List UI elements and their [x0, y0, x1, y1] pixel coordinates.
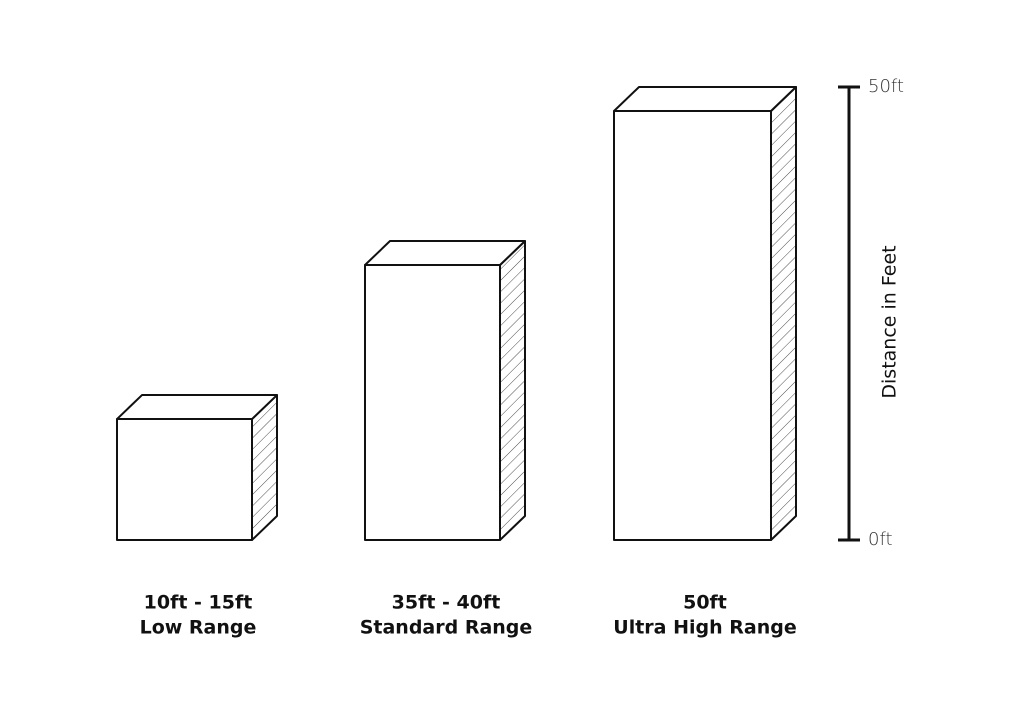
bar-top — [613, 86, 797, 112]
category-label: Standard Range — [360, 617, 533, 639]
bar — [364, 240, 526, 541]
bar-top — [116, 394, 278, 421]
bar-top — [364, 240, 526, 267]
bar — [116, 394, 278, 542]
bar-side — [770, 86, 797, 541]
distance-label: 50ft — [683, 592, 727, 614]
bar-side — [499, 240, 526, 541]
bar — [613, 86, 797, 541]
y-axis-title: Distance in Feet — [879, 245, 901, 398]
bar-front — [116, 418, 253, 542]
y-tick-label: 0ft — [868, 529, 893, 550]
distance-label: 35ft - 40ft — [392, 592, 501, 614]
bar-front — [613, 110, 772, 541]
y-tick-label: 50ft — [868, 76, 904, 97]
category-label: Ultra High Range — [613, 617, 796, 639]
bar-front — [364, 264, 501, 541]
category-label: Low Range — [140, 617, 257, 639]
distance-label: 10ft - 15ft — [144, 592, 253, 614]
